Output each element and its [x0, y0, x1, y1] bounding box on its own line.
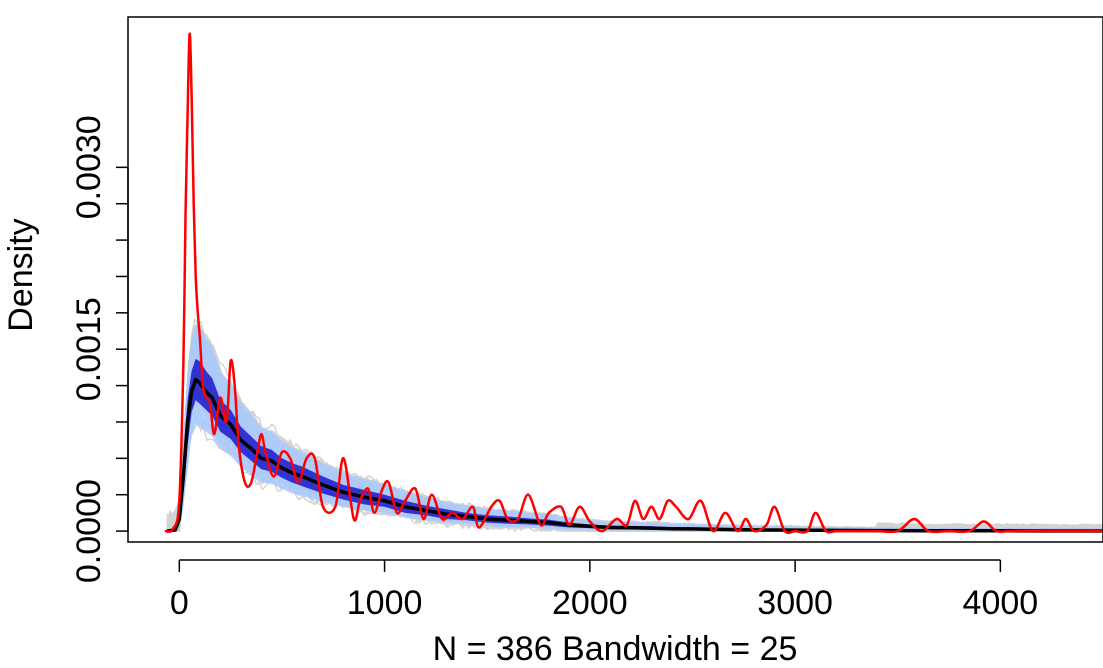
y-tick-label: 0.0030: [70, 115, 108, 219]
simulation-curve: [166, 344, 1103, 532]
simulation-curve: [166, 356, 1103, 532]
x-tick-label: 2000: [552, 584, 628, 622]
simulation-curve: [166, 357, 1103, 533]
simulation-curve: [166, 350, 1103, 532]
x-tick-label: 1000: [347, 584, 423, 622]
simulation-curve: [166, 347, 1103, 532]
simulation-curve: [167, 317, 1103, 532]
simulation-curve: [166, 341, 1103, 532]
observed-density-line: [164, 32, 1103, 535]
simulation-curve: [167, 357, 1103, 532]
simulation-curve: [166, 352, 1103, 533]
y-tick-label: 0.0015: [70, 297, 108, 401]
simulation-curve: [167, 348, 1103, 532]
simulation-curve: [166, 343, 1103, 532]
x-tick-label: 4000: [963, 584, 1039, 622]
simulation-curve: [166, 371, 1103, 532]
simulation-curve: [167, 372, 1103, 532]
x-tick-label: 3000: [757, 584, 833, 622]
axes: 0 1000 2000 3000 4000 0.0000 0.0015 0.0030: [70, 16, 1103, 622]
inner-band: [167, 358, 1103, 532]
simulation-curve: [166, 353, 1103, 532]
simulation-curve: [166, 353, 1103, 533]
y-tick-label: 0.0000: [70, 479, 108, 583]
simulation-curves: [166, 317, 1103, 533]
x-axis-title: N = 386 Bandwidth = 25: [433, 630, 798, 668]
density-lines: [164, 32, 1103, 535]
y-axis-title: Density: [2, 218, 40, 331]
x-tick-label: 0: [170, 584, 189, 622]
simulation-curve: [166, 339, 1103, 532]
simulation-curve: [166, 362, 1103, 532]
simulation-curve: [167, 355, 1103, 532]
